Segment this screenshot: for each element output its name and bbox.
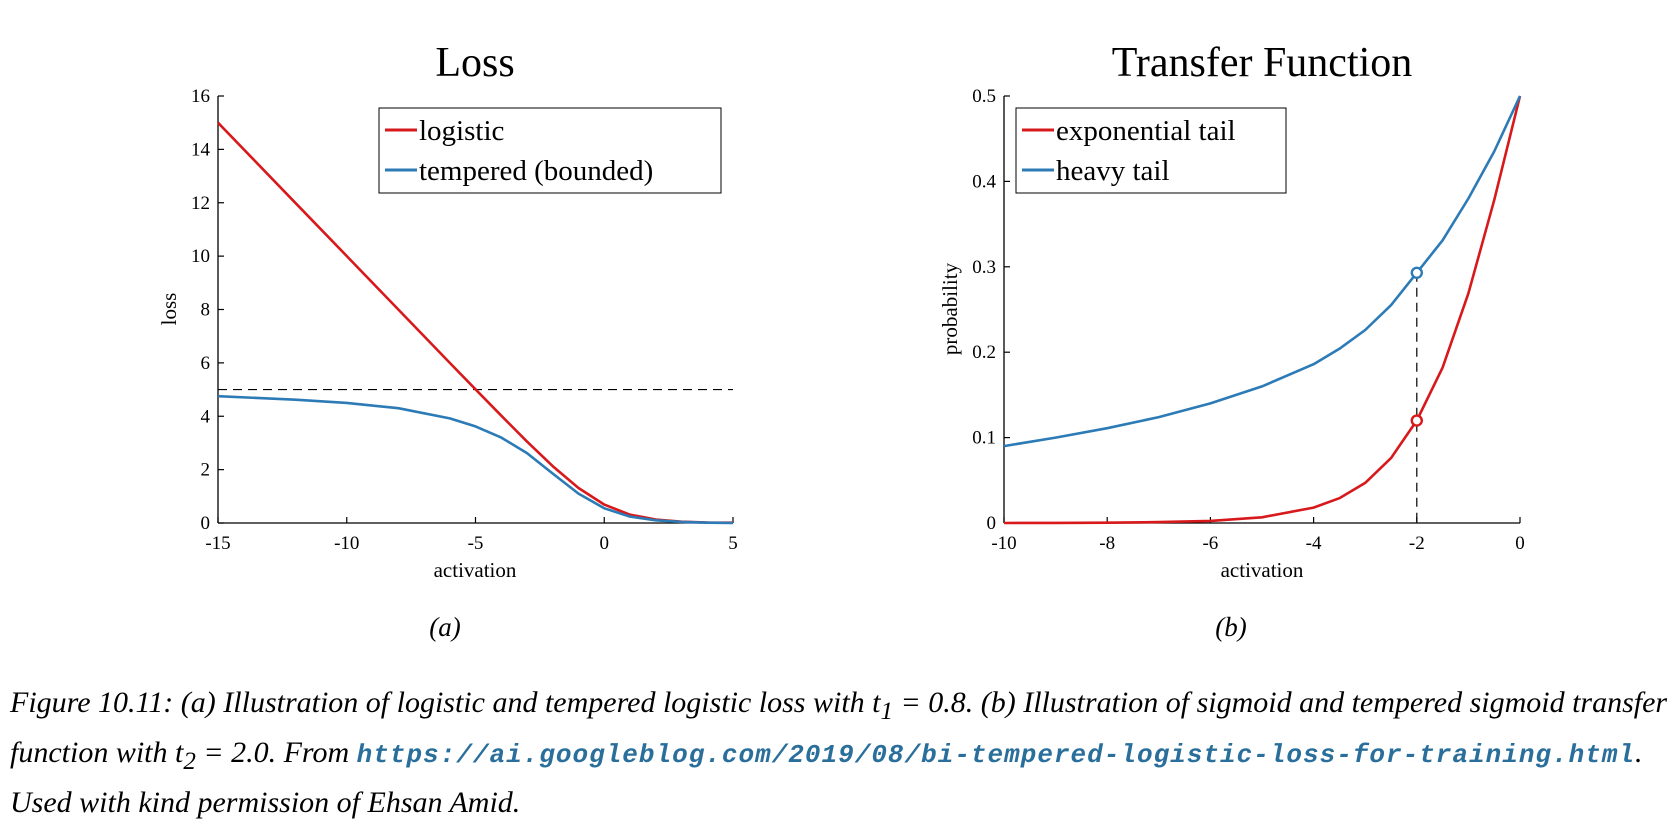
chart-b-legend: exponential tail heavy tail [1015,107,1287,194]
chart-a-x-tick-label: -10 [334,533,359,554]
chart-a-y-tick-label: 16 [191,86,210,107]
chart-a-y-tick-label: 10 [191,246,210,267]
chart-a-y-tick-label: 12 [191,193,210,214]
chart-a-legend-label: logistic [419,115,504,147]
chart-a-x-tick-label: 0 [600,533,610,554]
chart-a-series-line-1 [217,394,734,525]
chart-b-y-tick-label: 0.3 [972,257,996,278]
chart-a-y-tick-label: 0 [201,513,211,534]
chart-b-series-line-1 [1003,95,1522,448]
transfer-chart-ylabel: probability [938,262,962,355]
caption-link[interactable]: https://ai.googleblog.com/2019/08/bi-tem… [356,740,1636,770]
caption-sub2: 2 [183,748,196,775]
chart-a-y-tick-label: 6 [201,353,211,374]
caption-lead: Figure 10.11: (a) Illustration of logist… [10,686,881,719]
loss-chart-xlabel: activation [434,558,517,582]
chart-a-x-tick-label: -15 [205,533,230,554]
chart-b-y-tick-label: 0.5 [972,86,996,107]
caption-tail: . Used with kind permission of Ehsan Ami… [10,736,1643,819]
transfer-chart-xlabel: activation [1221,558,1304,582]
chart-a-legend-label: tempered (bounded) [419,155,653,187]
chart-b-legend-label: exponential tail [1056,115,1236,147]
transfer-chart-sublabel: (b) [1215,612,1246,642]
chart-b-x-tick-label: -6 [1202,533,1218,554]
loss-chart-ylabel: loss [157,293,181,326]
chart-b-y-tick-label: 0 [987,513,997,534]
chart-b-y-tick-label: 0.4 [972,171,996,192]
chart-a-legend: logistic tempered (bounded) [378,107,722,194]
chart-a-y-tick-label: 2 [201,460,211,481]
chart-b-x-tick-label: 0 [1515,533,1525,554]
caption-mid2: = 2.0. From [195,736,357,769]
chart-a-y-tick-label: 14 [191,139,211,160]
loss-chart-title: Loss [435,40,514,86]
chart-b-y-tick-label: 0.1 [972,428,996,449]
chart-b-legend-box [1015,107,1287,194]
chart-b-marker-1 [1410,414,1424,427]
caption-mid1: = 0.8. (b) Illustration of sigmoid and t… [10,686,1668,769]
chart-a-legend-box [378,107,722,194]
transfer-chart-title: Transfer Function [1112,40,1413,86]
loss-chart: Loss activation loss (a) -15 -10 -5 0 5 0 2 4 6 8… [157,40,738,642]
figure: Loss activation loss (a) -15 -10 -5 0 5 0 2 4 6 8… [157,40,1525,642]
chart-b-series-line-0 [1003,95,1522,525]
chart-b-legend-label: heavy tail [1056,155,1170,187]
chart-a-y-tick-label: 4 [201,406,211,427]
chart-a-x-tick-label: 5 [728,533,738,554]
transfer-function-chart: Transfer Function activation probability… [938,40,1525,642]
figure-caption: Figure 10.11: (a) Illustration of logist… [10,682,1670,823]
chart-b-x-tick-label: -4 [1306,533,1322,554]
chart-b-x-tick-label: -8 [1099,533,1115,554]
caption-sub1: 1 [880,698,894,725]
chart-a-y-tick-label: 8 [201,300,211,321]
chart-a-x-tick-label: -5 [468,533,484,554]
chart-b-y-tick-label: 0.2 [972,342,996,363]
loss-chart-sublabel: (a) [429,612,460,642]
chart-b-x-tick-label: -10 [991,533,1016,554]
chart-b-x-tick-label: -2 [1409,533,1425,554]
chart-b-marker-0 [1410,266,1424,279]
